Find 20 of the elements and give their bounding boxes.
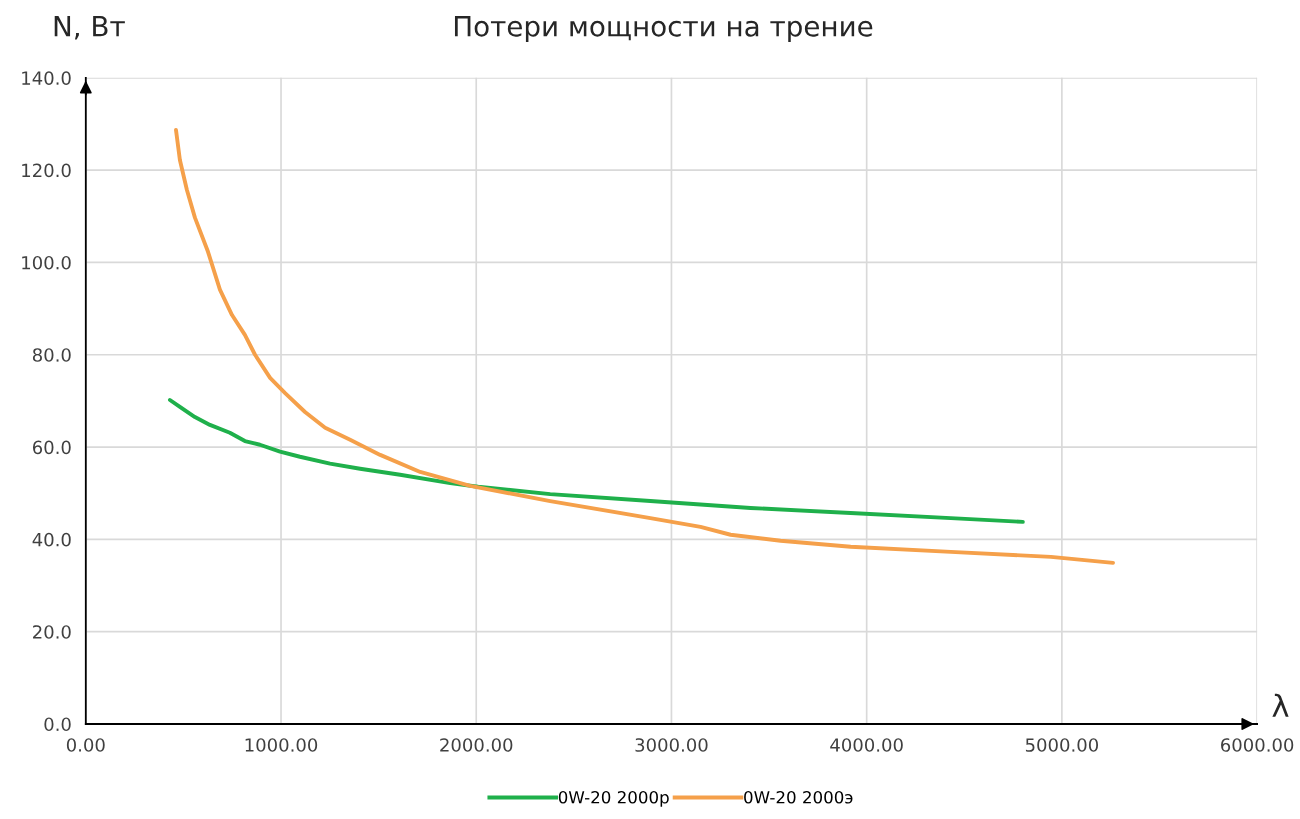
y-tick-label: 140.0 <box>22 71 71 85</box>
y-tick-label: 40.0 <box>32 532 71 547</box>
x-tick-label: 5000.00 <box>1025 738 1099 752</box>
y-tick-label: 60.0 <box>32 440 71 455</box>
legend-label: 0W-20 2000э <box>744 790 853 804</box>
x-tick-label: 4000.00 <box>830 738 903 752</box>
x-tick-label: 3000.00 <box>635 738 708 752</box>
y-tick-label: 80.0 <box>32 348 71 362</box>
y-tick-label: 20.0 <box>33 625 71 639</box>
y-tick-label: 100.0 <box>22 255 71 270</box>
y-tick-label: 120.0 <box>22 163 71 178</box>
x-tick-label: 2000.00 <box>440 738 513 752</box>
chart-title: Потери мощности на трение <box>454 16 873 43</box>
legend-label: 0W-20 2000р <box>558 790 669 807</box>
x-axis-title: λ <box>1272 693 1289 717</box>
x-tick-label: 1000.00 <box>245 738 318 752</box>
y-tick-label: 0.0 <box>44 717 71 732</box>
y-axis-title: N, Вт <box>54 16 125 40</box>
x-tick-label: 0.00 <box>66 738 105 752</box>
x-tick-label: 6000.00 <box>1221 738 1294 752</box>
